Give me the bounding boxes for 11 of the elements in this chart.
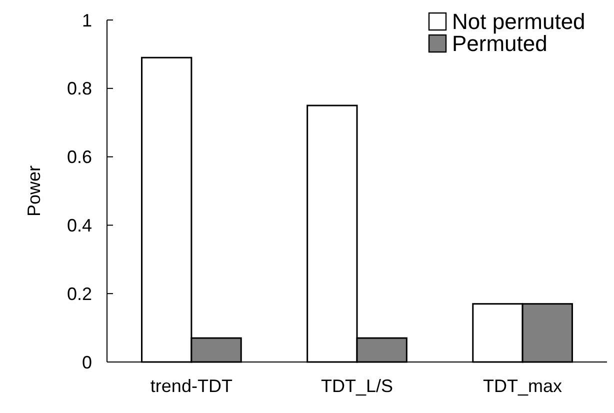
y-tick-label: 1 (82, 10, 92, 30)
x-tick-label: trend-TDT (150, 376, 232, 396)
y-axis-title: Power (24, 165, 44, 217)
legend-label: Not permuted (452, 9, 586, 34)
y-tick-label: 0.4 (66, 216, 92, 236)
y-tick-label: 0.8 (66, 78, 92, 99)
y-tick-label: 0 (82, 352, 92, 372)
x-tick-label: TDT_L/S (320, 376, 394, 396)
x-tick-label: TDT_max (483, 376, 562, 396)
y-tick-label: 0.6 (66, 147, 92, 168)
y-tick-label: 0.2 (66, 284, 92, 304)
